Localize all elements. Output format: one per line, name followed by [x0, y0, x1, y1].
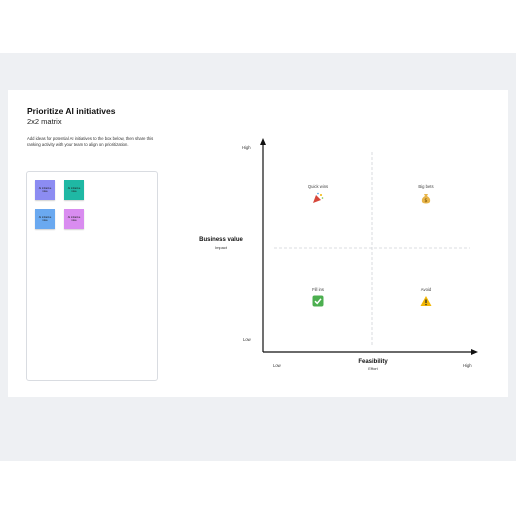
sticky-note[interactable]: AI initiative idea	[64, 209, 84, 229]
y-axis-low-label: Low	[243, 337, 251, 342]
sticky-note-label: AI initiative idea	[38, 216, 52, 222]
money-bag-icon: $	[420, 192, 432, 204]
board-subtitle: 2x2 matrix	[27, 117, 62, 126]
party-popper-icon	[312, 192, 324, 204]
sticky-note[interactable]: AI initiative idea	[35, 180, 55, 200]
sticky-note-label: AI initiative idea	[38, 187, 52, 193]
x-axis-arrow	[471, 349, 478, 355]
x-axis-title: Feasibility	[358, 359, 388, 365]
y-axis-subtitle: Impact	[214, 245, 227, 250]
x-axis-low-label: Low	[273, 363, 281, 368]
y-axis-title: Business value	[199, 237, 243, 243]
quadrant-quick-wins-label: Quick wins	[307, 184, 329, 189]
sticky-note-label: AI initiative idea	[67, 216, 81, 222]
y-axis-arrow	[260, 138, 266, 145]
warning-icon	[420, 295, 432, 307]
x-axis-subtitle: Effort	[368, 366, 378, 371]
quadrant-fill-ins-label: Fill ins	[312, 287, 324, 292]
board-title: Prioritize AI initiatives	[27, 106, 116, 116]
sticky-notes-panel[interactable]: AI initiative idea AI initiative idea AI…	[26, 171, 158, 381]
check-mark-icon	[312, 295, 324, 307]
x-axis-high-label: High	[463, 363, 472, 368]
quadrant-avoid-label: Avoid	[420, 287, 432, 292]
board-description: Add ideas for potential AI initiatives t…	[27, 136, 154, 147]
svg-text:$: $	[424, 198, 427, 204]
quadrant-big-bets-label: Big bets	[418, 184, 434, 189]
sticky-note[interactable]: AI initiative idea	[35, 209, 55, 229]
y-axis-high-label: High	[242, 145, 251, 150]
sticky-note[interactable]: AI initiative idea	[64, 180, 84, 200]
sticky-note-label: AI initiative idea	[67, 187, 81, 193]
